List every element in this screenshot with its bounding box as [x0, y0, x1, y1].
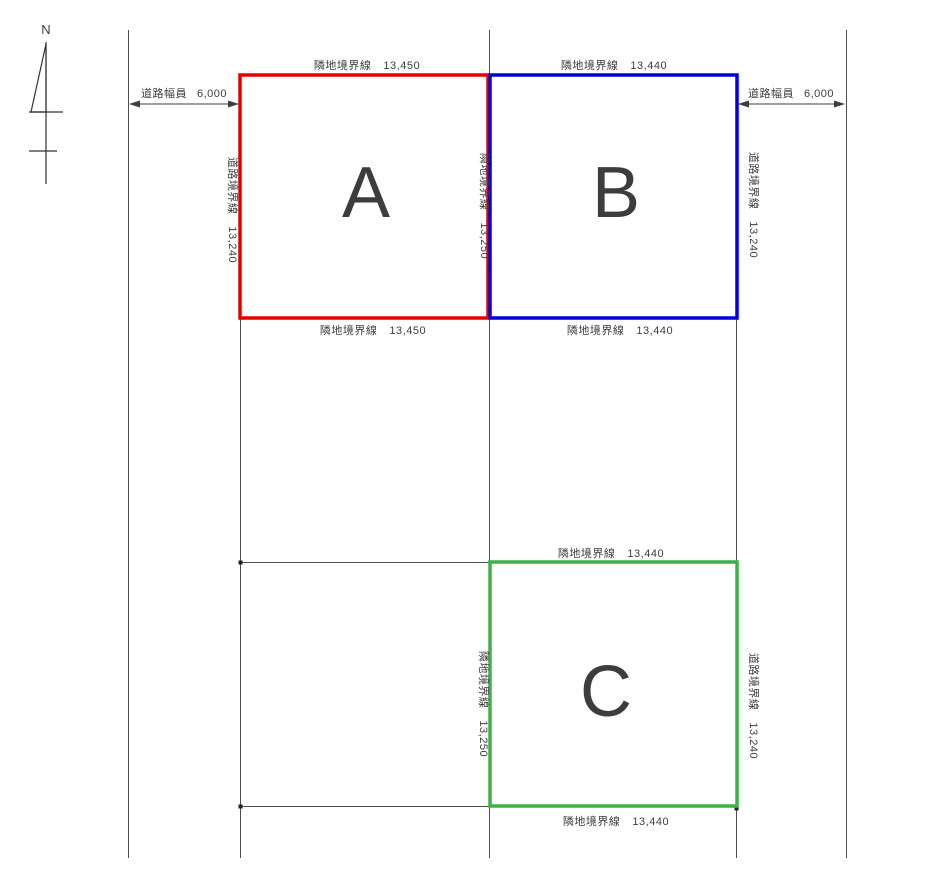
arrowhead-right-icon	[834, 100, 845, 108]
junction-dot	[238, 804, 243, 809]
junction-dot	[734, 806, 739, 811]
road-width-dimension-left: 道路幅員 6,000	[129, 86, 239, 108]
boundary-label-c-top: 隣地境界線 13,440	[558, 546, 664, 560]
boundary-label-a-top: 隣地境界線 13,450	[314, 58, 420, 72]
arrowhead-left-icon	[129, 100, 140, 108]
north-arrow-icon: N	[29, 22, 63, 184]
compass-needle	[30, 43, 47, 113]
parcel-a-outline	[238, 73, 490, 320]
boundary-label-b-bottom: 隣地境界線 13,440	[567, 323, 673, 337]
road-width-left-text: 道路幅員 6,000	[141, 86, 227, 100]
boundary-label-ab-shared: 隣地境界線13,250	[478, 153, 492, 259]
boundary-label-c-right: 道路境界線13,240	[747, 653, 761, 759]
parcel-a-label: A	[342, 153, 390, 233]
boundary-label-c-left: 隣地境界線13,250	[477, 651, 491, 757]
road-width-right-text: 道路幅員 6,000	[748, 86, 834, 100]
arrowhead-left-icon	[738, 100, 749, 108]
boundary-label-b-top: 隣地境界線 13,440	[561, 58, 667, 72]
arrowhead-right-icon	[228, 100, 239, 108]
boundary-label-a-bottom: 隣地境界線 13,450	[320, 323, 426, 337]
parcel-b-outline	[488, 73, 739, 320]
junction-dot	[238, 560, 243, 565]
boundary-label-b-right: 道路境界線13,240	[747, 152, 761, 258]
parcel-c-outline	[488, 560, 739, 808]
road-width-dimension-right: 道路幅員 6,000	[738, 86, 845, 108]
boundary-label-c-bottom: 隣地境界線 13,440	[563, 814, 669, 828]
boundary-label-a-left: 道路境界線13,240	[226, 157, 240, 263]
parcel-b-label: B	[592, 153, 640, 233]
north-label: N	[41, 22, 50, 37]
parcel-c-label: C	[580, 652, 632, 732]
